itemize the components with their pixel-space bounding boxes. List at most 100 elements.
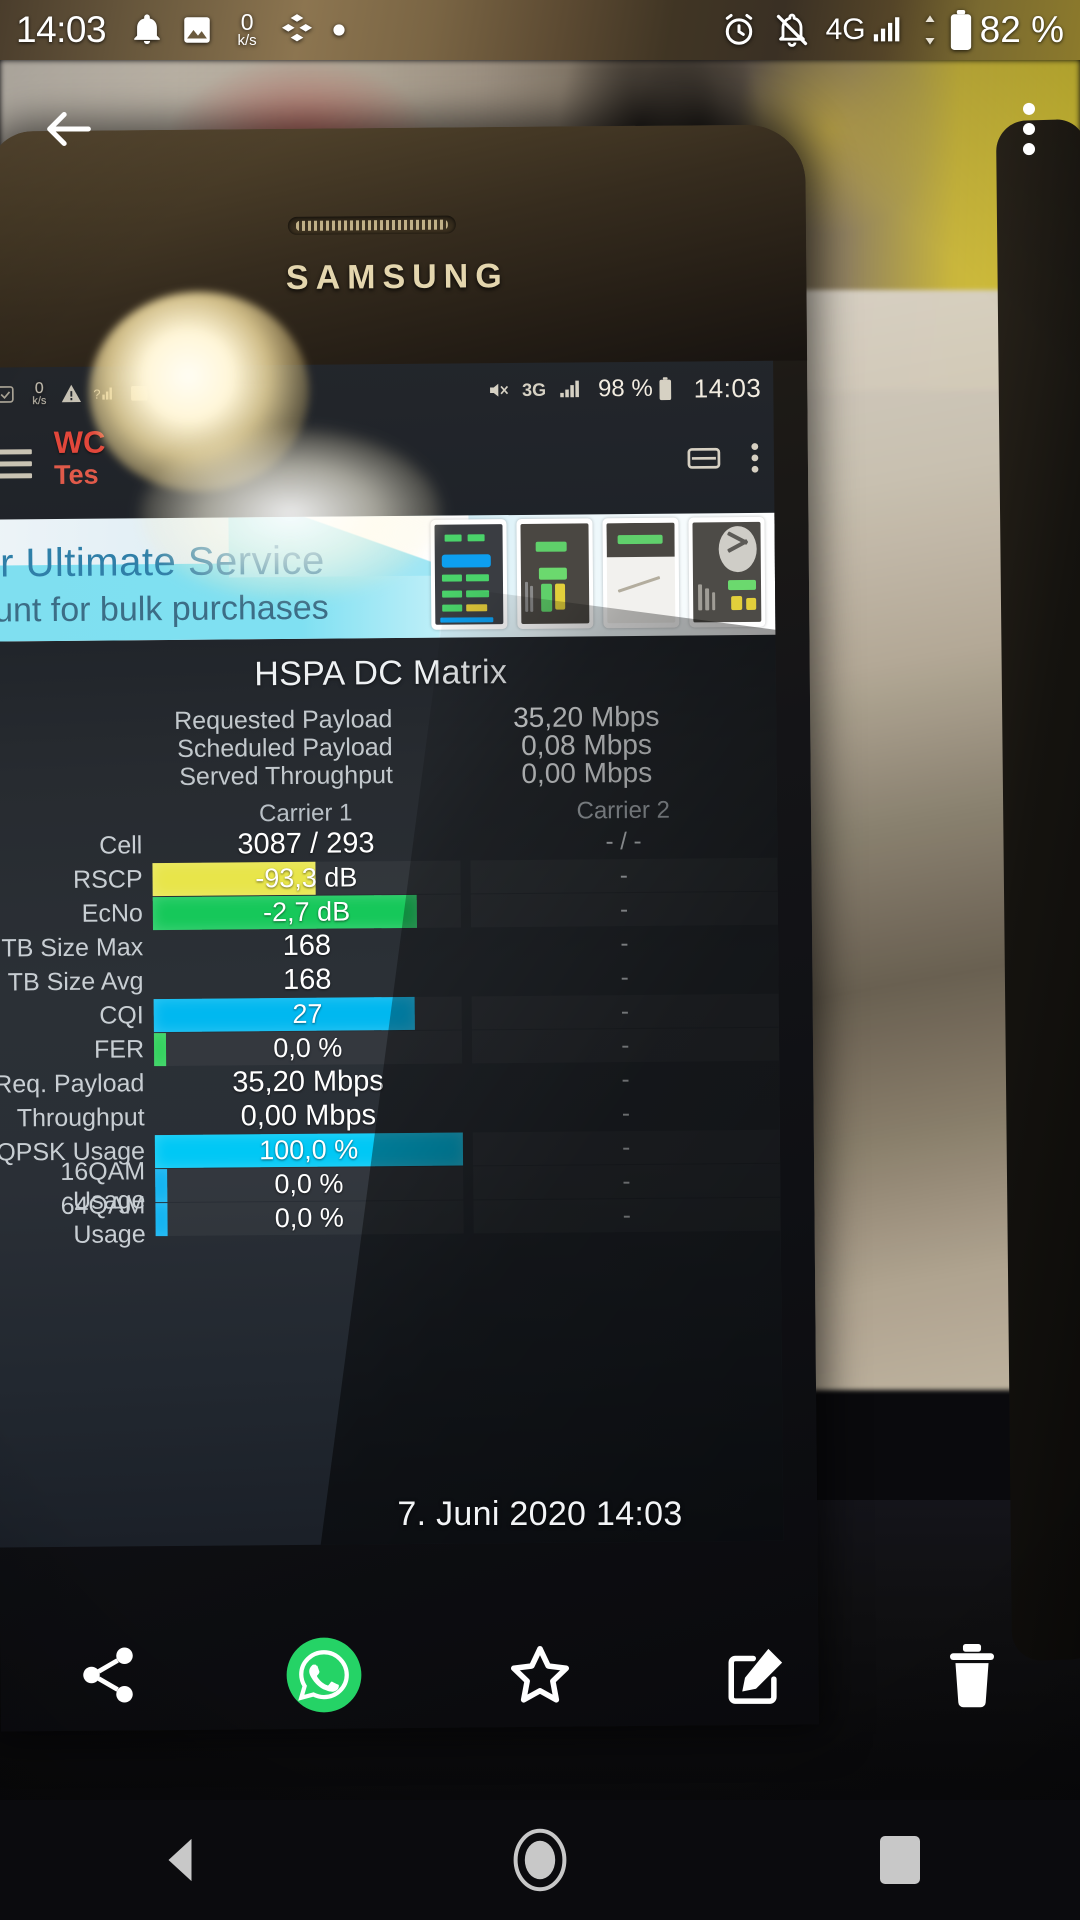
carrier-1-cell: 35,20 Mbps <box>154 1064 462 1100</box>
matrix-row: CQI 27 - <box>0 993 779 1034</box>
photographed-device: SAMSUNG 0 k/s ? <box>0 124 819 1732</box>
matrix-row: TB Size Max 168 - <box>0 926 778 966</box>
samsung-brand-label: SAMSUNG <box>285 257 509 297</box>
inner-clock: 14:03 <box>693 372 762 403</box>
signal-icon <box>870 13 906 47</box>
inner-app-subtitle: Tes <box>53 459 99 490</box>
carrier-2-cell: - <box>470 891 778 928</box>
svg-text:?: ? <box>93 387 100 402</box>
carrier-1-value: 0,0 % <box>274 1168 344 1200</box>
carrier-2-cell: - <box>620 963 629 991</box>
carrier-1-value: 0,0 % <box>273 1032 343 1064</box>
matrix-row-label: EcNo <box>81 899 143 928</box>
matrix-row-label: Throughput <box>16 1103 145 1133</box>
matrix-bar <box>155 1169 168 1203</box>
inner-battery-percent: 98 % <box>597 374 653 403</box>
carrier-1-cell: 27 <box>153 996 462 1033</box>
android-nav-bar <box>0 1800 1080 1920</box>
matrix-row-label: CQI <box>99 1001 144 1030</box>
carrier-2-cell: - <box>472 1129 781 1166</box>
matrix-row-label: TB Size Max <box>1 933 144 963</box>
inner-signal-icon <box>557 378 587 400</box>
edit-button[interactable] <box>648 1642 864 1708</box>
inner-app-bar: WC Tes <box>0 415 774 522</box>
inner-app-title: WC <box>53 424 106 461</box>
hspa-dc-matrix: HSPA DC Matrix Requested Payload 35,20 M… <box>0 635 781 1249</box>
matrix-row: RSCP -93,3 dB - <box>0 857 778 898</box>
carrier-2-cell: - <box>472 1197 781 1234</box>
matrix-rows: Cell 3087 / 293 - / - RSCP -93,3 dB - EcNo -2,7… <box>0 824 781 1249</box>
inner-info-icon <box>161 383 181 403</box>
carrier-2-cell: - / - <box>605 827 642 855</box>
carrier-1-value: 35,20 Mbps <box>232 1065 384 1099</box>
nav-back-button[interactable] <box>0 1834 360 1886</box>
inner-misc-icon <box>128 382 150 404</box>
matrix-row-label: TB Size Avg <box>7 967 144 997</box>
matrix-row: 64QAM Usage 0,0 % - <box>0 1190 781 1249</box>
inner-ad-banner[interactable]: rder Ultimate Service scount for bulk pu… <box>0 512 776 642</box>
carrier-2-cell: - <box>471 993 779 1030</box>
favorite-button[interactable] <box>432 1640 648 1710</box>
matrix-row-label: RSCP <box>72 865 143 894</box>
hamburger-menu-icon[interactable] <box>0 449 33 485</box>
carrier-1-value: 100,0 % <box>259 1134 359 1166</box>
carrier-1-value: 168 <box>282 963 332 997</box>
matrix-row: Throughput 0,00 Mbps - <box>0 1096 780 1136</box>
nav-recents-button[interactable] <box>720 1836 1080 1884</box>
carrier-2-cell: - <box>471 1027 780 1064</box>
carrier-2-cell: - <box>472 1163 781 1200</box>
matrix-row: Req. Payload 35,20 Mbps - <box>0 1062 779 1102</box>
carrier-1-value: 168 <box>282 929 332 963</box>
device-bezel <box>0 124 808 368</box>
ad-thumbnail-strip <box>430 516 766 630</box>
summary-value: 0,00 Mbps <box>521 756 653 789</box>
carrier-2-cell: - <box>620 929 629 957</box>
matrix-bar <box>153 996 416 1033</box>
back-button[interactable] <box>40 100 98 163</box>
carrier-1-value: 27 <box>292 998 323 1029</box>
image-icon <box>180 13 214 47</box>
inner-network-type-label: 3G <box>521 379 547 400</box>
whatsapp-button[interactable] <box>216 1636 432 1714</box>
device-right-edge <box>995 118 1080 1662</box>
photo-timestamp: 7. Juni 2020 14:03 <box>397 1495 683 1533</box>
photo-action-bar <box>0 1590 1080 1760</box>
carrier-2-cell: - <box>621 1065 630 1093</box>
carrier-1-cell: 100,0 % <box>154 1132 463 1169</box>
share-button[interactable] <box>0 1642 216 1708</box>
inner-overflow-icon[interactable] <box>750 441 760 480</box>
inner-battery-icon <box>659 377 673 401</box>
ad-headline: rder Ultimate Service <box>0 538 325 587</box>
dot-icon <box>332 23 346 37</box>
carrier-1-value: 3087 / 293 <box>237 827 375 861</box>
carrier-1-cell: 168 <box>153 928 461 964</box>
carrier-1-header: Carrier 1 <box>258 799 353 828</box>
inner-warning-icon <box>60 383 82 405</box>
network-type-label: 4G <box>825 13 866 46</box>
device-screen: 0 k/s ? <box>0 360 784 1548</box>
inner-sync-icon <box>0 384 15 404</box>
device-speaker-grill <box>295 219 448 231</box>
matrix-title: HSPA DC Matrix <box>254 653 508 694</box>
delete-button[interactable] <box>864 1640 1080 1710</box>
data-transfer-arrows-icon <box>922 14 938 46</box>
carrier-1-cell: -93,3 dB <box>152 860 461 897</box>
carrier-1-cell: 0,0 % <box>155 1200 464 1237</box>
android-status-bar: 14:03 0 k/s <box>0 0 1080 60</box>
mute-bell-icon <box>774 11 810 49</box>
summary-row: Served Throughput 0,00 Mbps <box>0 756 777 793</box>
carrier-1-value: -93,3 dB <box>255 862 358 894</box>
ad-thumb <box>602 517 680 629</box>
cube-icon <box>278 11 316 49</box>
nav-home-button[interactable] <box>360 1828 720 1892</box>
device-status-bar: 0 k/s ? <box>0 361 774 422</box>
matrix-row-label: Req. Payload <box>0 1069 145 1099</box>
overflow-menu-button[interactable] <box>1022 100 1036 163</box>
matrix-row-label: 64QAM Usage <box>60 1190 146 1249</box>
layout-toggle-icon[interactable] <box>686 443 722 478</box>
inner-signal-question-icon: ? <box>93 383 117 403</box>
matrix-bar <box>155 1203 168 1237</box>
alarm-icon <box>720 11 758 49</box>
ad-thumb <box>430 519 508 630</box>
carrier-1-cell: 168 <box>153 962 461 998</box>
